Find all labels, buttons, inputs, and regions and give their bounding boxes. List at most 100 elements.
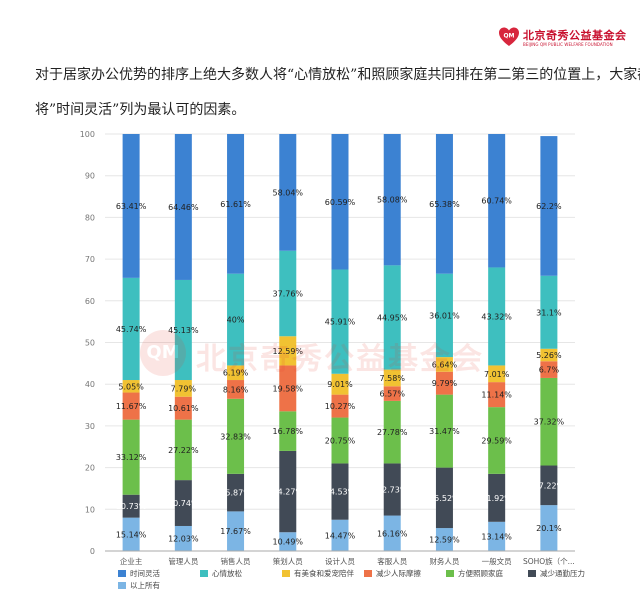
data-label: 40% bbox=[227, 316, 245, 325]
data-label: 60.59% bbox=[325, 198, 356, 207]
legend-swatch bbox=[282, 570, 290, 577]
bar-segment bbox=[279, 250, 297, 337]
data-label: 45.13% bbox=[168, 326, 199, 335]
data-label: 36.01% bbox=[429, 311, 460, 320]
bar-segment bbox=[540, 348, 558, 362]
x-tick-label: 销售人员 bbox=[221, 556, 251, 566]
bar-segment bbox=[227, 273, 245, 366]
x-tick-label: 企业主 bbox=[120, 556, 143, 566]
bar-segment bbox=[383, 515, 401, 551]
bar-segment bbox=[279, 532, 297, 551]
bar-segment bbox=[279, 365, 297, 412]
bar-segment bbox=[331, 417, 349, 464]
data-labels: 15.14% 10.73% 33.12% 11.67% 5.05% 45.74% 63.41… bbox=[116, 188, 565, 546]
bar-segment bbox=[279, 336, 297, 366]
bar-segment bbox=[540, 505, 558, 551]
logo-name: 北京奇秀公益基金会 bbox=[523, 29, 627, 42]
x-tick-label: 客服人员 bbox=[377, 556, 407, 566]
data-label: 43.32% bbox=[481, 312, 512, 321]
data-label: 12.59% bbox=[273, 347, 304, 356]
x-tick-label: 一般文员 bbox=[482, 556, 512, 566]
bar-segment bbox=[488, 382, 506, 408]
data-label: 19.58% bbox=[273, 384, 304, 393]
bar-segment bbox=[331, 519, 349, 551]
data-label: 58.08% bbox=[377, 196, 408, 205]
bar-segment bbox=[227, 398, 245, 474]
x-tick-label: 设计人员 bbox=[325, 556, 355, 566]
bar-segment bbox=[331, 269, 349, 374]
bar-segment bbox=[488, 267, 506, 366]
legend-swatch bbox=[200, 570, 208, 577]
data-label: 37.76% bbox=[273, 290, 304, 299]
logo-badge: QM bbox=[503, 33, 514, 40]
data-label: 13.14% bbox=[481, 532, 512, 541]
legend-swatch bbox=[118, 582, 126, 589]
data-label: 5.26% bbox=[536, 351, 562, 360]
data-label: 6.57% bbox=[380, 390, 406, 399]
data-label: 44.95% bbox=[377, 313, 408, 322]
bar-segment bbox=[383, 400, 401, 464]
data-label: 37.32% bbox=[534, 418, 565, 427]
logo-subtitle: BEIJING QM PUBLIC WELFARE FOUNDATION bbox=[523, 42, 613, 47]
legend-label: 有美食和爱宠陪伴 bbox=[294, 568, 354, 578]
data-label: 64.46% bbox=[168, 203, 199, 212]
bar-segment bbox=[488, 521, 506, 551]
legend-label: 时间灵活 bbox=[130, 568, 160, 578]
data-label: 17.67% bbox=[220, 527, 251, 536]
data-label: 32.83% bbox=[220, 432, 251, 441]
bar-segment bbox=[540, 377, 558, 466]
bar-segment bbox=[435, 371, 453, 395]
bar-segment bbox=[331, 394, 349, 418]
bar-segment bbox=[122, 380, 140, 393]
data-label: 24.53% bbox=[325, 488, 356, 497]
y-tick-label: 10 bbox=[85, 505, 95, 514]
data-label: 8.16% bbox=[223, 385, 249, 394]
data-label: 6.7% bbox=[539, 366, 560, 375]
foundation-logo: QM 北京奇秀公益基金会 BEIJING QM PUBLIC WELFARE F… bbox=[498, 24, 628, 54]
y-tick-label: 40 bbox=[85, 380, 95, 389]
x-tick-label: 财务人员 bbox=[429, 556, 459, 566]
bar-segment bbox=[488, 473, 506, 522]
bar-segment bbox=[383, 386, 401, 401]
bar-segment bbox=[383, 134, 401, 266]
bar-segment bbox=[383, 369, 401, 387]
bars bbox=[122, 134, 558, 551]
data-label: 58.04% bbox=[273, 188, 304, 197]
data-label: 14.47% bbox=[325, 531, 356, 540]
data-label: 29.59% bbox=[481, 436, 512, 445]
data-label: 31.1% bbox=[536, 308, 562, 317]
data-label: 10.73% bbox=[116, 502, 147, 511]
bar-segment bbox=[122, 419, 140, 495]
data-label: 6.64% bbox=[432, 360, 458, 369]
bar-segment bbox=[122, 134, 140, 278]
bar-segment bbox=[227, 511, 245, 551]
data-label: 34.27% bbox=[273, 488, 304, 497]
data-label: 16.78% bbox=[273, 427, 304, 436]
data-label: 22.73% bbox=[377, 485, 408, 494]
bar-segment bbox=[174, 480, 192, 526]
bar-segment bbox=[279, 134, 297, 251]
bar-segment bbox=[122, 517, 140, 551]
bar-segment bbox=[122, 494, 140, 518]
data-label: 12.03% bbox=[168, 534, 199, 543]
bar-segment bbox=[331, 373, 349, 395]
bar-segment bbox=[122, 392, 140, 420]
bar-segment bbox=[227, 473, 245, 512]
data-label: 17.22% bbox=[534, 481, 565, 490]
bar-segment bbox=[488, 407, 506, 474]
legend-swatch bbox=[364, 570, 372, 577]
bar-segment bbox=[383, 265, 401, 370]
legend-swatch bbox=[528, 570, 536, 577]
data-label: 20.1% bbox=[536, 524, 562, 533]
data-label: 27.78% bbox=[377, 428, 408, 437]
data-label: 63.41% bbox=[116, 202, 147, 211]
x-tick-label: 管理人员 bbox=[168, 556, 198, 566]
bar-segment bbox=[174, 134, 192, 280]
data-label: 5.05% bbox=[118, 382, 144, 391]
data-label: 15.14% bbox=[116, 530, 147, 539]
data-label: 7.01% bbox=[484, 370, 510, 379]
data-label: 7.79% bbox=[171, 384, 197, 393]
y-tick-label: 50 bbox=[85, 339, 95, 348]
y-tick-label: 70 bbox=[85, 255, 95, 264]
